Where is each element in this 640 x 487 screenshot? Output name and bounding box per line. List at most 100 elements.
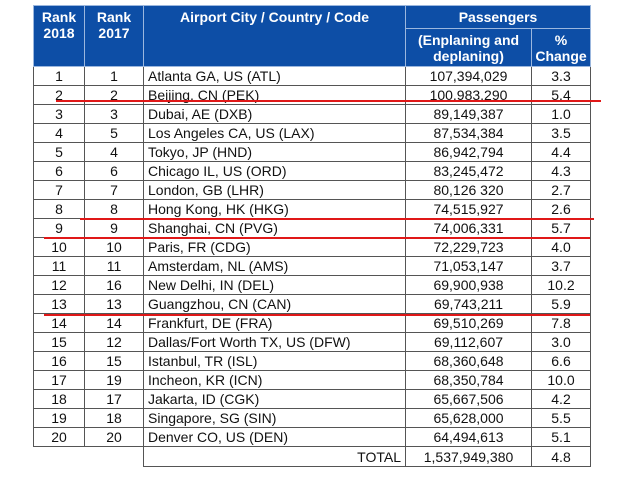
airport-cell: Istanbul, TR (ISL) [143, 351, 406, 371]
airport-cell: Dallas/Fort Worth TX, US (DFW) [143, 332, 406, 352]
rank-2018-cell: 13 [33, 294, 85, 314]
passengers-cell: 83,245,472 [405, 161, 532, 181]
airport-cell: Jakarta, ID (CGK) [143, 389, 406, 409]
airport-cell: London, GB (LHR) [143, 180, 406, 200]
rank-2017-cell: 16 [84, 275, 144, 295]
change-cell: 4.0 [530, 237, 592, 257]
passengers-cell: 69,510,269 [405, 313, 532, 333]
table-row: 10 10 Paris, FR (CDG) 72,229,723 4.0 [33, 237, 592, 257]
rank-2018-cell: 3 [33, 104, 85, 124]
table-row: 3 3 Dubai, AE (DXB) 89,149,387 1.0 [33, 104, 592, 124]
passengers-cell: 69,112,607 [405, 332, 532, 352]
table-body: 1 1 Atlanta GA, US (ATL) 107,394,029 3.3 2 2 Be… [33, 66, 592, 447]
header-enplaning: (Enplaning and deplaning) [405, 28, 532, 67]
rank-2018-cell: 10 [33, 237, 85, 257]
rank-2018-cell: 5 [33, 142, 85, 162]
rank-2017-cell: 15 [84, 351, 144, 371]
rank-2017-cell: 19 [84, 370, 144, 390]
airport-cell: Atlanta GA, US (ATL) [143, 66, 406, 86]
total-passengers: 1,537,949,380 [405, 446, 532, 467]
airport-cell: Frankfurt, DE (FRA) [143, 313, 406, 333]
table-row: 1 1 Atlanta GA, US (ATL) 107,394,029 3.3 [33, 66, 592, 86]
passengers-cell: 69,900,938 [405, 275, 532, 295]
rank-2017-cell: 5 [84, 123, 144, 143]
passengers-cell: 68,360,648 [405, 351, 532, 371]
change-cell: 5.9 [530, 294, 592, 314]
rank-2018-cell: 19 [33, 408, 85, 428]
rank-2018-cell: 12 [33, 275, 85, 295]
change-cell: 3.5 [530, 123, 592, 143]
rank-2018-cell: 9 [33, 218, 85, 238]
rank-2017-cell: 14 [84, 313, 144, 333]
passengers-cell: 107,394,029 [405, 66, 532, 86]
table-row: 5 4 Tokyo, JP (HND) 86,942,794 4.4 [33, 142, 592, 162]
change-cell: 5.5 [530, 408, 592, 428]
airport-cell: Incheon, KR (ICN) [143, 370, 406, 390]
rank-2018-cell: 16 [33, 351, 85, 371]
passengers-cell: 80,126 320 [405, 180, 532, 200]
rank-2017-cell: 9 [84, 218, 144, 238]
airport-cell: New Delhi, IN (DEL) [143, 275, 406, 295]
change-cell: 3.3 [530, 66, 592, 86]
passengers-cell: 68,350,784 [405, 370, 532, 390]
passengers-cell: 69,743,211 [405, 294, 532, 314]
airport-cell: Guangzhou, CN (CAN) [143, 294, 406, 314]
rank-2017-cell: 6 [84, 161, 144, 181]
passengers-cell: 72,229,723 [405, 237, 532, 257]
total-label: TOTAL [143, 446, 406, 467]
airport-cell: Shanghai, CN (PVG) [143, 218, 406, 238]
highlight-underline-beijing [56, 100, 601, 102]
passengers-cell: 87,534,384 [405, 123, 532, 143]
header-airport: Airport City / Country / Code [143, 5, 406, 67]
rank-2017-cell: 8 [84, 199, 144, 219]
table-row: 20 20 Denver CO, US (DEN) 64,494,613 5.1 [33, 427, 592, 447]
change-cell: 6.6 [530, 351, 592, 371]
change-cell: 2.6 [530, 199, 592, 219]
passengers-cell: 65,628,000 [405, 408, 532, 428]
highlight-underline-guangzhou [44, 314, 590, 316]
passengers-cell: 74,006,331 [405, 218, 532, 238]
rank-2017-cell: 1 [84, 66, 144, 86]
total-row: TOTAL 1,537,949,380 4.8 [34, 446, 592, 467]
rank-2017-cell: 3 [84, 104, 144, 124]
table-row: 9 9 Shanghai, CN (PVG) 74,006,331 5.7 [33, 218, 592, 238]
rank-2017-cell: 10 [84, 237, 144, 257]
table-row: 12 16 New Delhi, IN (DEL) 69,900,938 10.2 [33, 275, 592, 295]
rank-2018-cell: 18 [33, 389, 85, 409]
rank-2018-cell: 15 [33, 332, 85, 352]
table-row: 6 6 Chicago IL, US (ORD) 83,245,472 4.3 [33, 161, 592, 181]
passengers-cell: 65,667,506 [405, 389, 532, 409]
rank-2018-cell: 8 [33, 199, 85, 219]
rank-2017-cell: 7 [84, 180, 144, 200]
highlight-underline-shanghai [44, 237, 590, 239]
airport-ranking-table: Rank 2018 Rank 2017 Airport City / Count… [33, 5, 592, 467]
table-row: 15 12 Dallas/Fort Worth TX, US (DFW) 69,112… [33, 332, 592, 352]
change-cell: 4.2 [530, 389, 592, 409]
rank-2017-cell: 18 [84, 408, 144, 428]
rank-2017-cell: 13 [84, 294, 144, 314]
rank-2017-cell: 4 [84, 142, 144, 162]
airport-cell: Amsterdam, NL (AMS) [143, 256, 406, 276]
rank-2018-cell: 17 [33, 370, 85, 390]
passengers-cell: 74,515,927 [405, 199, 532, 219]
table-row: 8 8 Hong Kong, HK (HKG) 74,515,927 2.6 [33, 199, 592, 219]
change-cell: 4.4 [530, 142, 592, 162]
airport-cell: Singapore, SG (SIN) [143, 408, 406, 428]
change-cell: 10.2 [530, 275, 592, 295]
header-rank-2017: Rank 2017 [84, 5, 144, 67]
change-cell: 5.7 [530, 218, 592, 238]
change-cell: 3.0 [530, 332, 592, 352]
rank-2018-cell: 11 [33, 256, 85, 276]
total-spacer [85, 447, 144, 467]
total-change: 4.8 [530, 446, 592, 467]
total-spacer [34, 447, 85, 467]
rank-2017-cell: 20 [84, 427, 144, 447]
rank-2018-cell: 14 [33, 313, 85, 333]
change-cell: 2.7 [530, 180, 592, 200]
airport-cell: Chicago IL, US (ORD) [143, 161, 406, 181]
rank-2017-cell: 12 [84, 332, 144, 352]
highlight-underline-hongkong [80, 218, 594, 220]
passengers-cell: 89,149,387 [405, 104, 532, 124]
change-cell: 10.0 [530, 370, 592, 390]
header-passengers: Passengers [404, 5, 592, 29]
